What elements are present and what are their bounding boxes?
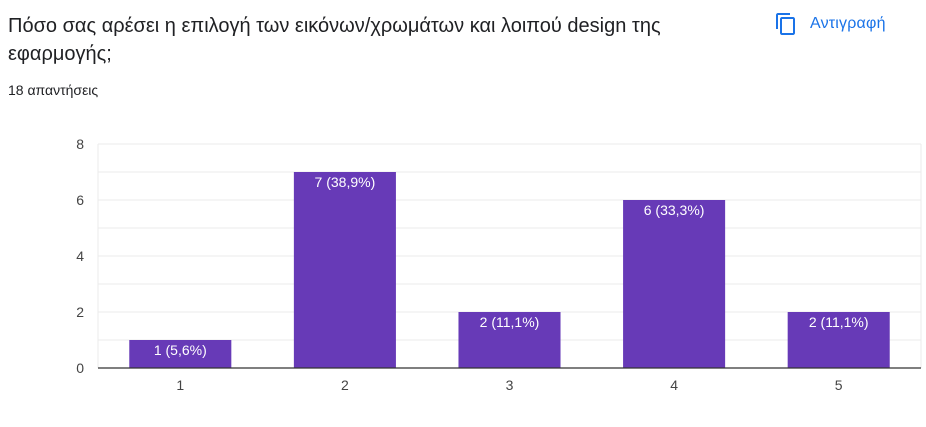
bar-1 xyxy=(129,340,232,368)
question-title: Πόσο σας αρέσει η επιλογή των εικόνων/χρ… xyxy=(8,15,661,65)
bar-data-label: 2 (11,1%) xyxy=(809,314,869,330)
bar-data-label: 7 (38,9%) xyxy=(315,174,376,190)
x-tick-label: 5 xyxy=(835,377,843,393)
y-tick-label: 4 xyxy=(76,248,84,264)
bar-data-label: 2 (11,1%) xyxy=(480,314,540,330)
y-axis-tick-labels: 0 2 4 6 8 xyxy=(76,136,84,376)
x-tick-label: 4 xyxy=(670,377,678,393)
bar-2 xyxy=(293,172,396,368)
x-tick-label: 2 xyxy=(341,377,349,393)
bar-3 xyxy=(458,312,561,368)
y-tick-label: 8 xyxy=(76,136,84,152)
x-tick-label: 3 xyxy=(506,377,514,393)
bar-4 xyxy=(623,200,726,368)
y-tick-label: 0 xyxy=(76,360,84,376)
y-tick-label: 6 xyxy=(76,192,84,208)
copy-icon xyxy=(776,13,795,35)
bar-data-label: 6 (33,3%) xyxy=(644,202,705,218)
bar-data-labels: 1 (5,6%) 7 (38,9%) 2 (11,1%) 6 (33,3%) 2 (11… xyxy=(154,174,869,358)
bar-5 xyxy=(787,312,890,368)
copy-button[interactable]: Αντιγραφή xyxy=(764,6,896,42)
bars xyxy=(129,172,890,368)
y-tick-label: 2 xyxy=(76,304,84,320)
x-axis-tick-labels: 1 2 3 4 5 xyxy=(176,377,842,393)
copy-button-label: Αντιγραφή xyxy=(810,15,886,32)
response-count: 18 απαντήσεις xyxy=(8,82,99,98)
grid-lines xyxy=(97,143,922,368)
bar-data-label: 1 (5,6%) xyxy=(154,342,207,358)
x-tick-label: 1 xyxy=(176,377,184,393)
